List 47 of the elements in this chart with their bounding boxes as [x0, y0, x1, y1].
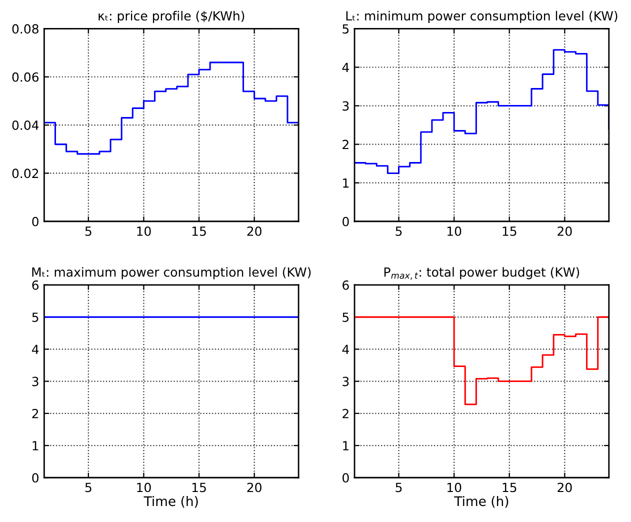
x-tick-label: 10 — [137, 226, 151, 236]
x-tick-label: 20 — [247, 226, 262, 236]
y-tick-label: 1 — [343, 178, 349, 188]
chart-title: κₜ: price profile ($/KWh) — [98, 10, 244, 23]
x-tick-label: 10 — [447, 482, 462, 492]
x-tick-label: 5 — [396, 482, 402, 492]
y-tick-label: 4 — [32, 344, 39, 354]
y-tick-label: 6 — [32, 280, 39, 290]
x-tick-label: 5 — [85, 226, 92, 236]
x-tick-label: 10 — [447, 226, 462, 236]
chart-title: Mₜ: maximum power consumption level (KW) — [32, 267, 311, 280]
y-tick-label: 5 — [342, 312, 349, 322]
x-tick-label: 15 — [502, 226, 516, 236]
y-tick-label: 2 — [342, 140, 348, 150]
x-tick-label: 15 — [192, 482, 206, 492]
x-tick-label: 20 — [247, 482, 262, 492]
x-tick-label: 20 — [558, 482, 572, 492]
x-axis-title: Time (h) — [454, 496, 508, 508]
y-tick-label: 4 — [342, 62, 349, 72]
y-tick-label: 0.02 — [12, 168, 38, 178]
x-tick-label: 15 — [192, 226, 206, 236]
y-tick-label: 3 — [342, 101, 349, 111]
y-tick-label: 0 — [342, 216, 349, 226]
x-tick-label: 5 — [85, 482, 92, 492]
y-tick-label: 0.04 — [12, 120, 39, 130]
y-tick-label: 0 — [32, 216, 38, 226]
y-tick-label: 5 — [32, 312, 38, 322]
y-tick-label: 0 — [342, 473, 349, 483]
y-tick-label: 2 — [342, 408, 348, 418]
y-tick-label: 0.06 — [12, 72, 39, 82]
y-tick-label: 0 — [32, 473, 38, 483]
x-tick-label: 5 — [396, 226, 402, 236]
y-tick-label: 6 — [342, 280, 349, 290]
y-tick-label: 5 — [342, 24, 349, 34]
x-tick-label: 10 — [137, 482, 151, 492]
x-axis-title: Time (h) — [144, 496, 198, 508]
y-tick-label: 1 — [32, 441, 38, 450]
x-tick-label: 15 — [502, 482, 516, 492]
y-tick-label: 4 — [342, 344, 349, 354]
y-tick-label: 0.08 — [12, 24, 38, 34]
chart-title: Lₜ: minimum power consumption level (KW) — [346, 10, 618, 23]
y-tick-label: 3 — [32, 376, 38, 386]
y-tick-label: 1 — [343, 441, 349, 450]
chart-title: P$_{max,t}$: total power budget (KW) — [384, 267, 580, 280]
x-tick-label: 20 — [558, 226, 572, 236]
y-tick-label: 3 — [342, 376, 349, 386]
y-tick-label: 2 — [32, 408, 38, 418]
